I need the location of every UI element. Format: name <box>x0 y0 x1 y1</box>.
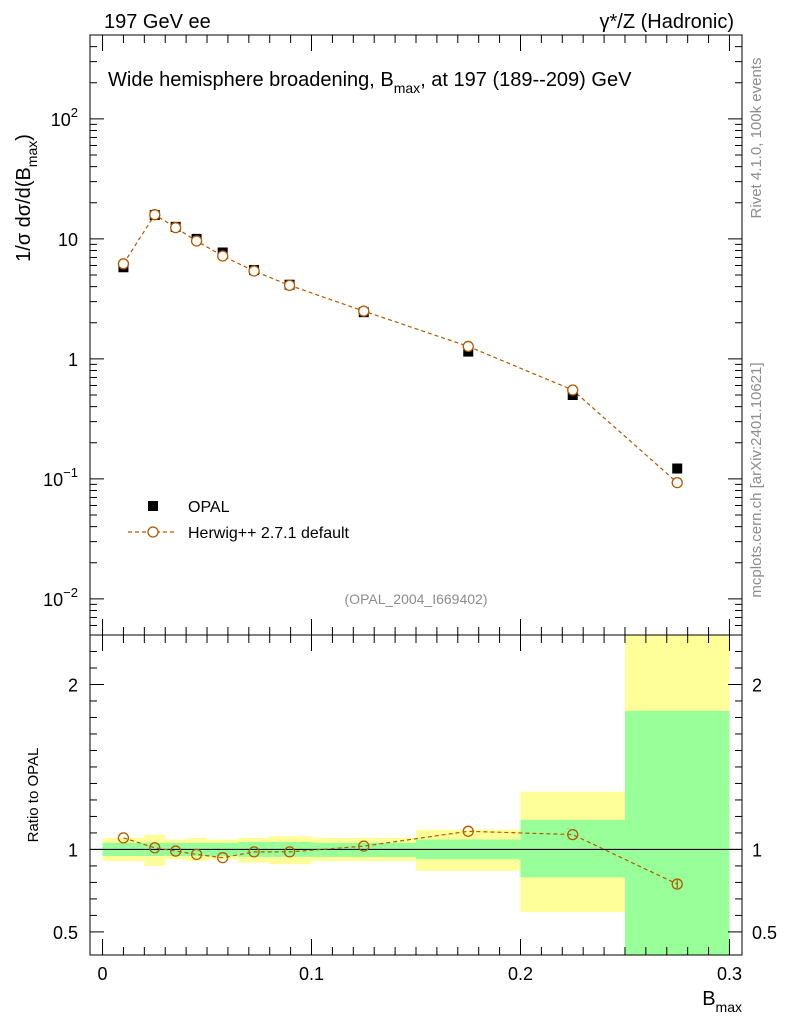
main-marks <box>117 209 683 489</box>
ratio-xtick-label: 0.2 <box>508 964 533 984</box>
main-ytick-label: 10−1 <box>43 465 78 490</box>
ratio-ytick-label-right: 1 <box>752 840 762 860</box>
herwig-point <box>358 305 370 317</box>
ratio-herwig-point <box>358 840 370 852</box>
legend-herwig-marker <box>147 526 159 538</box>
ratio-ylabel: Ratio to OPAL <box>25 748 42 843</box>
title-suffix: , at 197 (189--209) GeV <box>420 69 632 91</box>
ytick-base: 10 <box>51 110 71 130</box>
green-band <box>520 819 625 878</box>
main-frame <box>89 34 743 636</box>
herwig-point <box>149 209 161 221</box>
green-band <box>624 710 730 955</box>
xlabel-subscript: max <box>716 999 742 1015</box>
xlabel: Bmax <box>702 988 742 1015</box>
herwig-point <box>248 265 260 277</box>
legend-opal-marker <box>148 501 158 511</box>
herwig-point <box>567 384 579 396</box>
ratio-ytick-label-right: 2 <box>752 675 762 695</box>
ratio-ticks: 0 0.1 0.2 0.3 0.5 0.5 1 1 2 2 <box>53 635 777 984</box>
mcplots-side-label: mcplots.cern.ch [arXiv:2401.10621] <box>748 362 765 597</box>
header-left-label: 197 GeV ee <box>104 11 211 33</box>
ratio-herwig-point <box>248 846 260 858</box>
ytick-base: 10 <box>43 470 63 490</box>
main-ytick-label: 10−2 <box>43 585 78 610</box>
herwig-point <box>671 477 683 489</box>
legend: OPAL Herwig++ 2.7.1 default <box>128 499 350 542</box>
ratio-xtick-label: 0.1 <box>299 964 324 984</box>
herwig-point <box>117 258 130 270</box>
main-ytick-label: 1 <box>68 350 78 370</box>
ratio-ytick-label-left: 2 <box>68 675 78 695</box>
main-ylabel: 1/σ dσ/d(Bmax) <box>13 134 40 262</box>
ytick-exponent: −2 <box>63 585 78 600</box>
ratio-herwig-point <box>567 828 579 841</box>
ytick-exponent: −1 <box>63 465 78 480</box>
legend-herwig-label: Herwig++ 2.7.1 default <box>188 525 350 542</box>
ratio-ytick-label-left: 1 <box>68 840 78 860</box>
ratio-xtick-label: 0.3 <box>717 964 742 984</box>
herwig-line <box>122 213 678 484</box>
analysis-id-label: (OPAL_2004_I669402) <box>345 591 488 607</box>
ratio-herwig-point <box>170 845 182 857</box>
herwig-point <box>190 235 203 247</box>
ytick-base: 10 <box>58 230 78 250</box>
main-ytick-label: 10 <box>58 230 78 250</box>
ytick-exponent: 2 <box>71 105 78 120</box>
ratio-marks <box>117 825 683 890</box>
xlabel-text: B <box>702 988 715 1010</box>
herwig-point <box>283 279 296 291</box>
ratio-herwig-point <box>190 848 203 861</box>
ratio-bands <box>102 635 730 955</box>
ratio-herwig-point <box>217 852 229 864</box>
ylabel-suffix: ) <box>13 134 35 141</box>
ratio-herwig-point <box>671 878 683 890</box>
ratio-ytick-label-left: 0.5 <box>53 923 78 943</box>
title-main-text: Wide hemisphere broadening, B <box>108 69 394 91</box>
herwig-point <box>462 340 474 353</box>
ratio-herwig-point <box>462 825 474 837</box>
ylabel-text: 1/σ dσ/d(B <box>13 167 35 262</box>
header-right-label: γ*/Z (Hadronic) <box>600 11 734 33</box>
ratio-xtick-label: 0 <box>98 964 108 984</box>
ratio-herwig-point <box>117 832 130 844</box>
rivet-side-label: Rivet 4.1.0, 100k events <box>748 58 765 219</box>
herwig-point <box>170 222 182 234</box>
ytick-base: 10 <box>43 590 63 610</box>
opal-point <box>672 463 683 474</box>
ratio-panel: 0 0.1 0.2 0.3 0.5 0.5 1 1 2 2 Ratio to OPAL Bmax <box>25 634 777 1015</box>
ratio-herwig-point <box>149 842 161 854</box>
herwig-point <box>217 250 229 262</box>
ytick-base: 1 <box>68 350 78 370</box>
main-title: Wide hemisphere broadening, Bmax, at 197… <box>108 69 632 96</box>
ratio-ytick-label-right: 0.5 <box>752 923 777 943</box>
title-subscript: max <box>394 80 420 96</box>
ratio-herwig-line <box>123 830 678 885</box>
ylabel-subscript: max <box>24 141 40 167</box>
legend-opal-label: OPAL <box>188 499 230 516</box>
ratio-herwig-point <box>283 846 296 858</box>
main-ytick-label: 102 <box>51 105 78 130</box>
